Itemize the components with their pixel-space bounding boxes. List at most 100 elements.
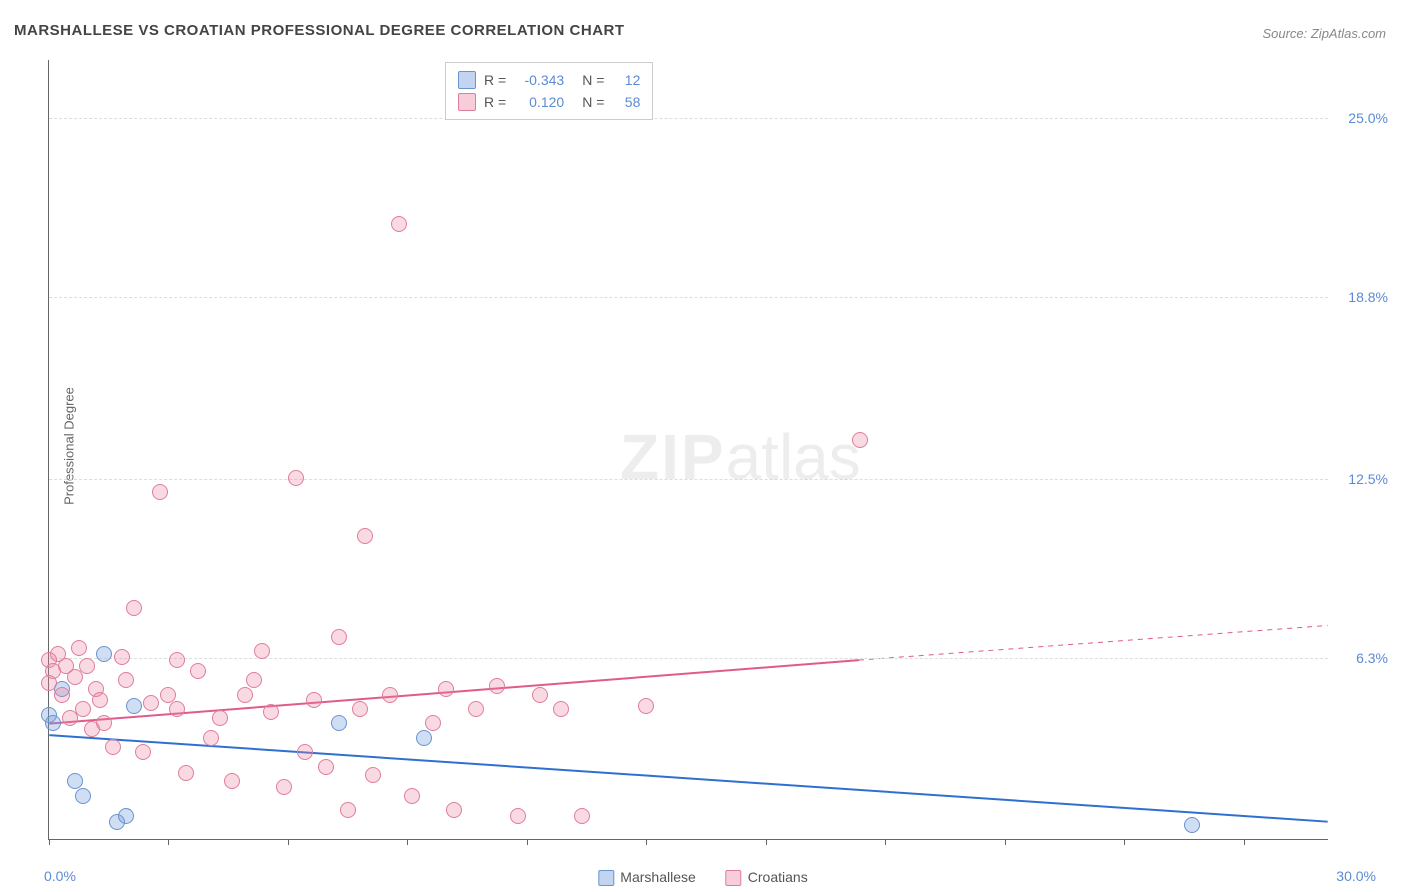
trend-line <box>49 735 1327 822</box>
source-attribution: Source: ZipAtlas.com <box>1262 26 1386 41</box>
data-point <box>306 692 322 708</box>
r-label: R = <box>484 69 506 91</box>
data-point <box>331 629 347 645</box>
data-point <box>404 788 420 804</box>
data-point <box>297 744 313 760</box>
x-tick <box>1124 839 1125 845</box>
legend-swatch <box>458 93 476 111</box>
data-point <box>340 802 356 818</box>
legend-label: Croatians <box>748 869 808 885</box>
correlation-legend: R =-0.343N =12R =0.120N =58 <box>445 62 653 120</box>
data-point <box>425 715 441 731</box>
n-label: N = <box>582 91 604 113</box>
data-point <box>391 216 407 232</box>
data-point <box>160 687 176 703</box>
legend-swatch <box>458 71 476 89</box>
chart-title: MARSHALLESE VS CROATIAN PROFESSIONAL DEG… <box>14 22 625 39</box>
data-point <box>75 788 91 804</box>
legend-item: Croatians <box>726 869 808 886</box>
data-point <box>246 672 262 688</box>
r-label: R = <box>484 91 506 113</box>
scatter-plot-area: 6.3%12.5%18.8%25.0% <box>48 60 1328 840</box>
gridline <box>49 658 1328 659</box>
gridline <box>49 479 1328 480</box>
data-point <box>96 646 112 662</box>
y-tick-label: 25.0% <box>1333 110 1388 126</box>
x-axis-min-label: 0.0% <box>44 868 76 884</box>
data-point <box>574 808 590 824</box>
data-point <box>67 773 83 789</box>
x-tick <box>407 839 408 845</box>
data-point <box>92 692 108 708</box>
data-point <box>532 687 548 703</box>
data-point <box>318 759 334 775</box>
data-point <box>114 649 130 665</box>
data-point <box>135 744 151 760</box>
data-point <box>237 687 253 703</box>
legend-item: Marshallese <box>598 869 695 886</box>
data-point <box>190 663 206 679</box>
n-label: N = <box>582 69 604 91</box>
x-tick <box>646 839 647 845</box>
data-point <box>45 715 61 731</box>
data-point <box>54 687 70 703</box>
x-tick <box>288 839 289 845</box>
data-point <box>352 701 368 717</box>
series-legend: Marshallese Croatians <box>598 869 807 886</box>
x-tick <box>1244 839 1245 845</box>
data-point <box>489 678 505 694</box>
data-point <box>416 730 432 746</box>
legend-swatch <box>598 870 614 886</box>
data-point <box>553 701 569 717</box>
data-point <box>118 808 134 824</box>
data-point <box>79 658 95 674</box>
n-value: 12 <box>612 69 640 91</box>
y-tick-label: 18.8% <box>1333 289 1388 305</box>
legend-label: Marshallese <box>620 869 695 885</box>
data-point <box>263 704 279 720</box>
data-point <box>357 528 373 544</box>
data-point <box>224 773 240 789</box>
n-value: 58 <box>612 91 640 113</box>
r-value: -0.343 <box>514 69 564 91</box>
x-axis-max-label: 30.0% <box>1336 868 1376 884</box>
data-point <box>1184 817 1200 833</box>
data-point <box>638 698 654 714</box>
y-tick-label: 6.3% <box>1333 650 1388 666</box>
x-tick <box>766 839 767 845</box>
x-tick <box>885 839 886 845</box>
data-point <box>67 669 83 685</box>
data-point <box>143 695 159 711</box>
gridline <box>49 118 1328 119</box>
data-point <box>254 643 270 659</box>
data-point <box>126 600 142 616</box>
x-tick <box>527 839 528 845</box>
correlation-legend-row: R = -0.343 N = 12 <box>458 69 640 91</box>
x-tick <box>49 839 50 845</box>
trend-line-extrapolated <box>859 625 1328 660</box>
data-point <box>331 715 347 731</box>
data-point <box>41 675 57 691</box>
data-point <box>203 730 219 746</box>
data-point <box>105 739 121 755</box>
data-point <box>382 687 398 703</box>
data-point <box>169 701 185 717</box>
data-point <box>288 470 304 486</box>
data-point <box>510 808 526 824</box>
trend-lines-layer <box>49 60 1328 839</box>
data-point <box>438 681 454 697</box>
data-point <box>118 672 134 688</box>
data-point <box>852 432 868 448</box>
y-tick-label: 12.5% <box>1333 471 1388 487</box>
data-point <box>96 715 112 731</box>
data-point <box>446 802 462 818</box>
data-point <box>468 701 484 717</box>
data-point <box>276 779 292 795</box>
legend-swatch <box>726 870 742 886</box>
data-point <box>126 698 142 714</box>
gridline <box>49 297 1328 298</box>
x-tick <box>168 839 169 845</box>
correlation-legend-row: R =0.120N =58 <box>458 91 640 113</box>
data-point <box>365 767 381 783</box>
data-point <box>75 701 91 717</box>
